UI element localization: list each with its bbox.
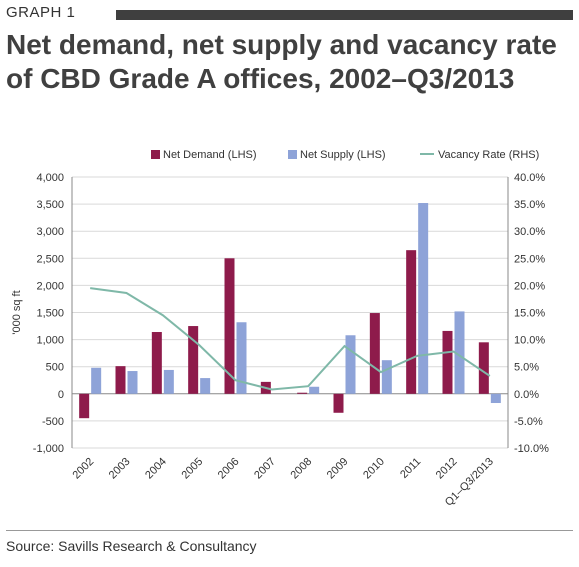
y2-tick-label: 40.0% xyxy=(514,172,545,184)
y2-tick-label: -10.0% xyxy=(514,443,549,455)
bar-net-supply xyxy=(91,367,102,394)
y-tick-label: 500 xyxy=(46,362,64,374)
header: GRAPH 1 xyxy=(6,4,573,24)
bar-net-supply xyxy=(418,203,429,394)
bar-net-demand xyxy=(224,258,235,394)
y2-tick-label: 5.0% xyxy=(514,362,539,374)
bar-net-demand xyxy=(188,326,199,394)
y-tick-label: 0 xyxy=(58,389,64,401)
y-tick-label: -500 xyxy=(42,416,64,428)
bar-net-supply xyxy=(309,386,320,394)
y2-tick-label: 20.0% xyxy=(514,280,545,292)
bar-net-supply xyxy=(127,371,138,394)
bar-net-supply xyxy=(345,335,356,394)
legend-label-vacancy: Vacancy Rate (RHS) xyxy=(438,149,539,161)
y2-tick-label: 35.0% xyxy=(514,199,545,211)
chart: -1,000 -500 0 500 1,000 1,500 2,000 2,500 3,000 3… xyxy=(11,149,549,509)
x-tick-label: 2006 xyxy=(216,456,242,482)
bar-net-demand xyxy=(333,393,344,413)
y-tick-label: 3,000 xyxy=(36,226,64,238)
chart-title: Net demand, net supply and vacancy rate … xyxy=(6,29,557,94)
y-tick-label: 2,000 xyxy=(36,280,64,292)
bar-net-supply xyxy=(200,378,211,394)
x-tick-label: 2002 xyxy=(70,456,96,482)
y2-tick-label: 15.0% xyxy=(514,308,545,320)
legend-swatch-net-supply xyxy=(288,150,297,159)
x-tick-label: 2012 xyxy=(434,456,460,482)
bar-net-demand xyxy=(406,250,417,394)
vacancy-rate-line xyxy=(90,287,491,391)
source-note: Source: Savills Research & Consultancy xyxy=(6,538,257,554)
x-tick-label: 2008 xyxy=(288,456,314,482)
legend-label-net-demand: Net Demand (LHS) xyxy=(163,149,257,161)
bar-net-demand xyxy=(151,332,162,394)
legend-label-net-supply: Net Supply (LHS) xyxy=(300,149,386,161)
bar-net-demand xyxy=(442,330,453,394)
x-tick-label: 2009 xyxy=(325,456,351,482)
y-tick-label: -1,000 xyxy=(33,443,64,455)
y-tick-label: 1,000 xyxy=(36,335,64,347)
x-tick-label: 2004 xyxy=(143,456,169,482)
y2-tick-label: 0.0% xyxy=(514,389,539,401)
bar-net-supply xyxy=(454,311,465,394)
bar-net-demand xyxy=(79,393,90,419)
y2-tick-label: 30.0% xyxy=(514,226,545,238)
x-tick-label: 2010 xyxy=(361,456,387,482)
bar-net-supply xyxy=(381,360,392,394)
bar-net-supply xyxy=(163,369,174,394)
x-tick-label: 2011 xyxy=(398,456,423,481)
bar-net-demand xyxy=(297,392,308,394)
y2-tick-label: 10.0% xyxy=(514,335,545,347)
y-tick-label: 3,500 xyxy=(36,199,64,211)
x-tick-label: 2007 xyxy=(252,456,278,482)
x-tick-label: 2005 xyxy=(179,456,205,482)
graph-label: GRAPH 1 xyxy=(6,4,76,21)
bar-net-demand xyxy=(478,342,489,394)
bar-net-supply xyxy=(236,322,247,394)
legend-swatch-net-demand xyxy=(151,150,160,159)
y-tick-label: 2,500 xyxy=(36,253,64,265)
divider xyxy=(6,530,573,531)
y-tick-label: 1,500 xyxy=(36,308,64,320)
y2-tick-label: 25.0% xyxy=(514,253,545,265)
header-bar xyxy=(116,10,573,20)
y2-tick-label: -5.0% xyxy=(514,416,543,428)
bar-net-demand xyxy=(115,366,126,394)
x-tick-label: 2003 xyxy=(107,456,133,482)
y-tick-label: 4,000 xyxy=(36,172,64,184)
bar-net-supply xyxy=(490,393,501,404)
bar-net-demand xyxy=(369,313,380,394)
y-axis-label: '000 sq ft xyxy=(11,290,23,334)
